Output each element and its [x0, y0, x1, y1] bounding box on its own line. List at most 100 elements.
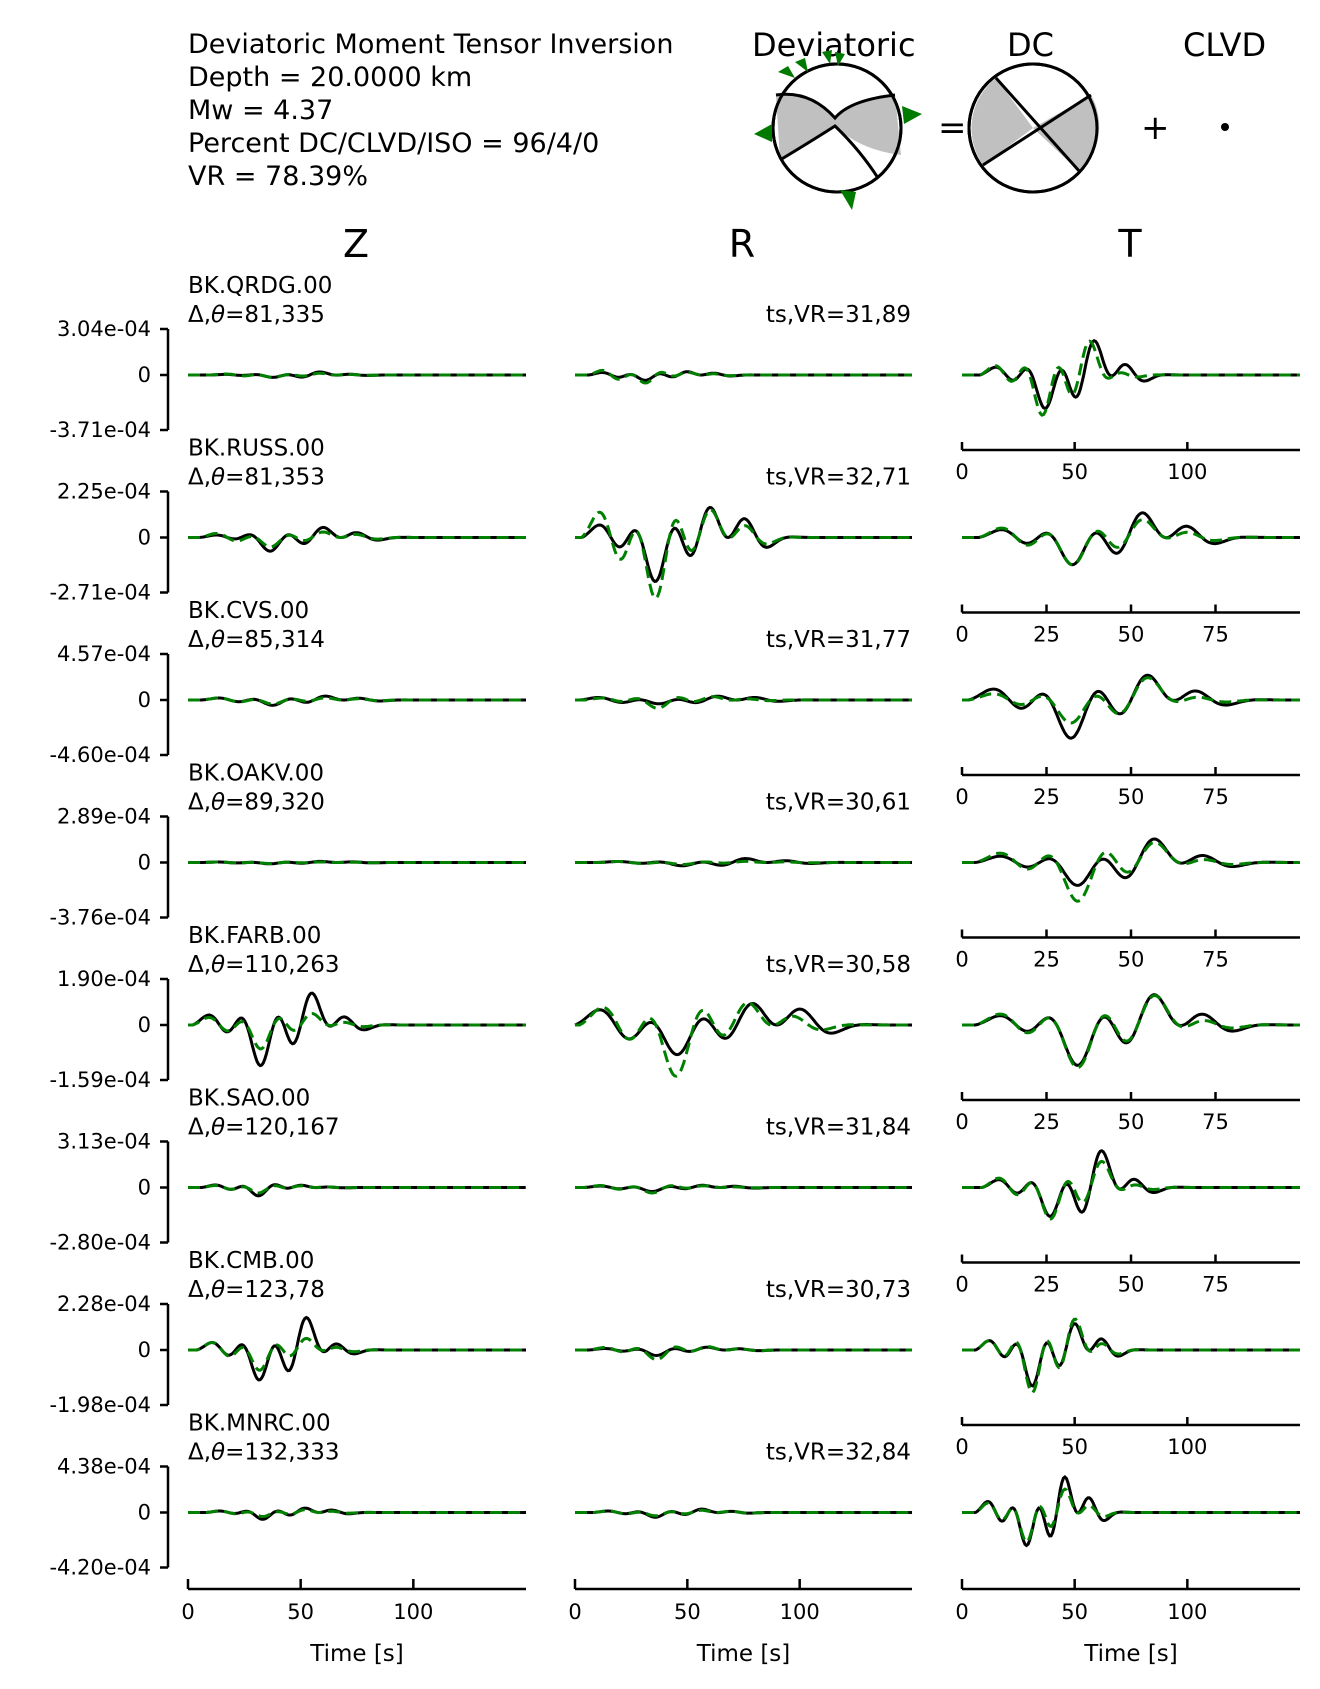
station-name: BK.FARB.00: [188, 923, 321, 949]
station-marker-icon: [754, 124, 772, 142]
x-tick-label: 50: [1061, 1435, 1088, 1459]
x-tick-label: 50: [1118, 1273, 1145, 1297]
station-name: BK.CMB.00: [188, 1248, 314, 1274]
x-tick-label: 100: [1167, 1435, 1207, 1459]
x-tick-label: 50: [1118, 948, 1145, 972]
observed-trace-t: [962, 1322, 1300, 1388]
synthetic-trace-z: [188, 1011, 526, 1051]
column-title-r: R: [728, 222, 756, 266]
synthetic-trace-z: [188, 1336, 526, 1372]
distance-azimuth-label: Δ,θ=110,263: [188, 952, 340, 978]
time-shift-vr-label: ts,VR=31,89: [766, 302, 911, 328]
y-tick-label: -3.71e-04: [49, 418, 151, 442]
dc-beachball: [967, 62, 1100, 194]
x-tick-label: 25: [1033, 623, 1060, 647]
percent-text: Percent DC/CLVD/ISO = 96/4/0: [188, 128, 600, 159]
synthetic-trace-t: [962, 676, 1300, 725]
synthetic-trace-z: [188, 1184, 526, 1195]
synthetic-trace-z: [188, 530, 526, 549]
station-name: BK.RUSS.00: [188, 436, 325, 462]
x-tick-label: 75: [1202, 1273, 1229, 1297]
x-tick-label: 25: [1033, 1110, 1060, 1134]
distance-azimuth-label: Δ,θ=123,78: [188, 1277, 325, 1303]
x-tick-label: 0: [955, 1435, 968, 1459]
x-tick-label: 100: [1167, 1600, 1207, 1624]
y-tick-label: -1.98e-04: [49, 1393, 151, 1417]
synthetic-trace-r: [575, 1508, 912, 1518]
distance-azimuth-label: Δ,θ=85,314: [188, 627, 325, 653]
time-shift-vr-label: ts,VR=31,84: [766, 1115, 911, 1141]
distance-azimuth-label: Δ,θ=81,335: [188, 302, 325, 328]
y-tick-label: 0: [138, 851, 151, 875]
distance-azimuth-label: Δ,θ=89,320: [188, 790, 325, 816]
observed-trace-z: [188, 1315, 526, 1382]
inversion-summary: Deviatoric Moment Tensor Inversion Depth…: [188, 28, 673, 193]
y-tick-label: 4.57e-04: [57, 642, 151, 666]
distance-azimuth-value: 123,78: [244, 1277, 324, 1303]
distance-azimuth-value: 89,320: [244, 790, 324, 816]
synthetic-trace-r: [575, 368, 912, 385]
x-axis-label: Time [s]: [696, 1641, 791, 1667]
x-tick-label: 25: [1033, 948, 1060, 972]
observed-trace-t: [962, 993, 1300, 1067]
y-tick-label: -2.80e-04: [49, 1231, 151, 1255]
distance-azimuth-value: 132,333: [244, 1440, 339, 1466]
y-tick-label: -2.71e-04: [49, 581, 151, 605]
observed-trace-t: [962, 1149, 1300, 1218]
station-name: BK.OAKV.00: [188, 761, 324, 787]
distance-azimuth-label: Δ,θ=120,167: [188, 1115, 340, 1141]
y-tick-label: 0: [138, 688, 151, 712]
x-tick-label: 50: [1118, 623, 1145, 647]
deviatoric-beachball: [754, 50, 922, 210]
station-marker-icon: [840, 190, 856, 210]
station-marker-icon: [778, 66, 795, 78]
synthetic-trace-z: [188, 1508, 526, 1518]
distance-azimuth-label: Δ,θ=132,333: [188, 1440, 340, 1466]
y-tick-label: 0: [138, 1013, 151, 1037]
x-tick-label: 75: [1202, 785, 1229, 809]
depth-text: Depth = 20.0000 km: [188, 62, 473, 93]
x-tick-label: 0: [955, 948, 968, 972]
y-tick-label: -4.20e-04: [49, 1556, 151, 1580]
synthetic-trace-t: [962, 840, 1300, 903]
synthetic-trace-r: [575, 1184, 912, 1195]
x-tick-label: 75: [1202, 1110, 1229, 1134]
column-title-t: T: [1118, 222, 1142, 266]
deviatoric-label: Deviatoric: [752, 26, 916, 64]
time-shift-vr-label: ts,VR=32,71: [766, 465, 911, 491]
y-tick-label: -1.59e-04: [49, 1068, 151, 1092]
clvd-label: CLVD: [1183, 26, 1267, 64]
x-tick-label: 100: [1167, 460, 1207, 484]
x-tick-label: 50: [1118, 1110, 1145, 1134]
time-shift-vr-label: ts,VR=30,61: [766, 790, 911, 816]
x-tick-label: 50: [1061, 460, 1088, 484]
station-name: BK.CVS.00: [188, 598, 309, 624]
x-tick-label: 0: [955, 460, 968, 484]
observed-trace-t: [962, 511, 1300, 567]
y-tick-label: 1.90e-04: [57, 967, 151, 991]
magnitude-text: Mw = 4.37: [188, 95, 334, 126]
synthetic-trace-t: [962, 1487, 1300, 1544]
y-tick-label: 3.04e-04: [57, 317, 151, 341]
distance-azimuth-value: 81,353: [244, 465, 324, 491]
equals-sign: =: [938, 108, 967, 148]
x-tick-label: 0: [181, 1600, 194, 1624]
station-marker-icon: [902, 106, 922, 124]
distance-azimuth-value: 110,263: [244, 952, 339, 978]
synthetic-trace-r: [575, 508, 912, 600]
waveform-panels: BK.QRDG.00 Δ,θ=81,335 ts,VR=31,89 3.04e-04 0…: [49, 273, 1300, 1667]
x-tick-label: 0: [955, 1110, 968, 1134]
station-marker-icon: [795, 58, 808, 72]
distance-azimuth-value: 120,167: [244, 1115, 339, 1141]
y-tick-label: 0: [138, 526, 151, 550]
x-tick-label: 25: [1033, 785, 1060, 809]
observed-trace-r: [575, 505, 912, 583]
synthetic-trace-r: [575, 1001, 912, 1078]
synthetic-trace-t: [962, 994, 1300, 1070]
y-tick-label: -4.60e-04: [49, 743, 151, 767]
x-axis-label: Time [s]: [309, 1641, 404, 1667]
synthetic-trace-r: [575, 859, 912, 866]
x-tick-label: 50: [674, 1600, 701, 1624]
station-name: BK.QRDG.00: [188, 273, 332, 299]
x-tick-label: 75: [1202, 623, 1229, 647]
